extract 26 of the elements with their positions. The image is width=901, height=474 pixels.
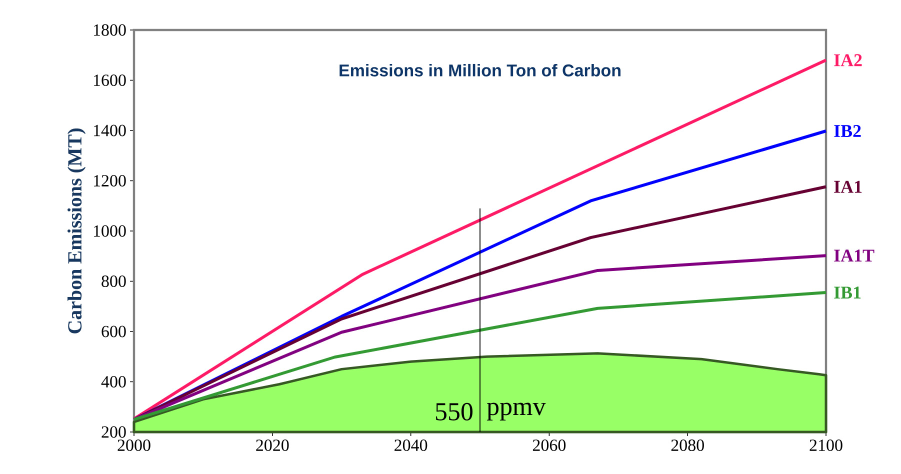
series-label: IA1 (834, 180, 862, 193)
series-label: IB2 (834, 125, 861, 137)
y-tick-label: 1000 (94, 225, 126, 237)
series-label: IB1 (834, 286, 861, 299)
x-tick-label: 2020 (256, 440, 289, 451)
y-tick-label: 400 (101, 376, 126, 388)
y-tick-label: 1600 (94, 74, 126, 86)
x-tick-label: 2100 (810, 440, 842, 451)
line-series (132, 254, 828, 421)
series-label: IA2 (834, 54, 862, 66)
x-tick-label: 2040 (394, 440, 428, 451)
y-tick-label: 1800 (94, 24, 126, 36)
x-tick-label: 2060 (532, 440, 566, 451)
y-tick-label: 1200 (94, 175, 126, 186)
y-axis-title: Carbon Emissions (MT) (68, 128, 86, 334)
y-tick-label: 1400 (94, 124, 126, 136)
annotation: ppmv (486, 402, 546, 420)
text: Emissions in Million Ton of Carbon (340, 64, 620, 76)
y-tick-label: 600 (102, 326, 126, 338)
y-tick-label: 200 (102, 426, 126, 438)
x-tick-label: 2000 (118, 440, 150, 451)
series-label: IA1T (834, 250, 874, 262)
line-series (132, 291, 828, 421)
y-tick-label: 800 (102, 276, 126, 287)
annotation: 550 (436, 402, 472, 420)
x-tick-label: 2080 (671, 440, 704, 451)
